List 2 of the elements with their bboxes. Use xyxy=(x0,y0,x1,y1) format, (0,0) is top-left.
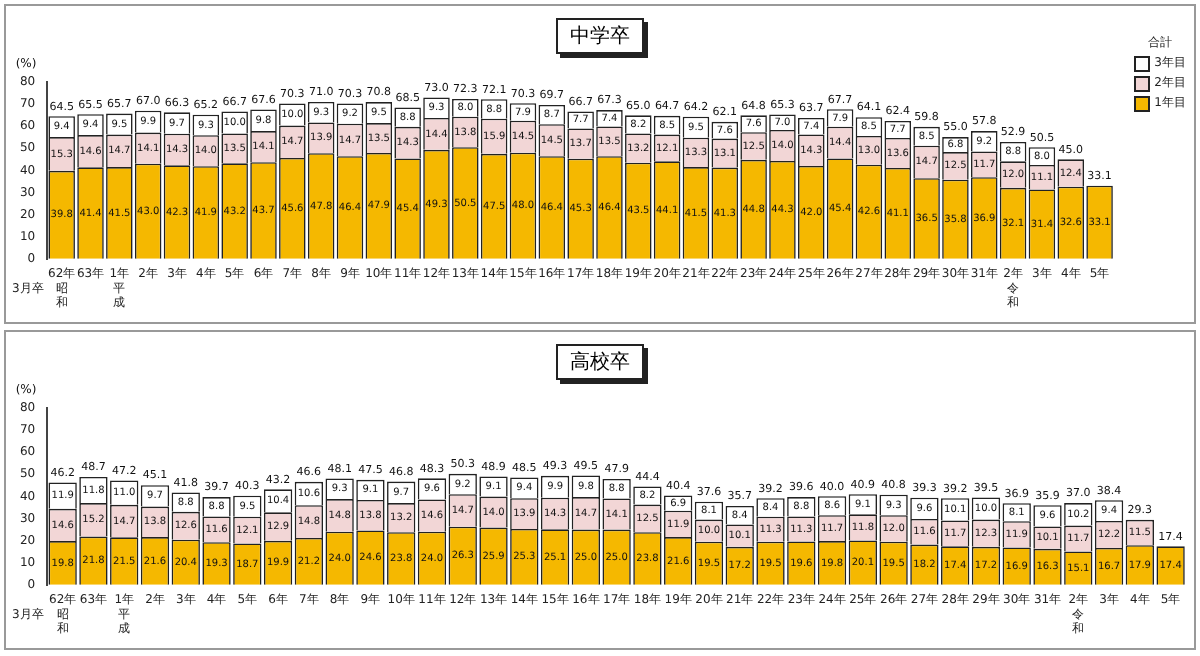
chart-title: 高校卒 xyxy=(556,344,644,380)
chart-title: 中学卒 xyxy=(556,18,644,54)
